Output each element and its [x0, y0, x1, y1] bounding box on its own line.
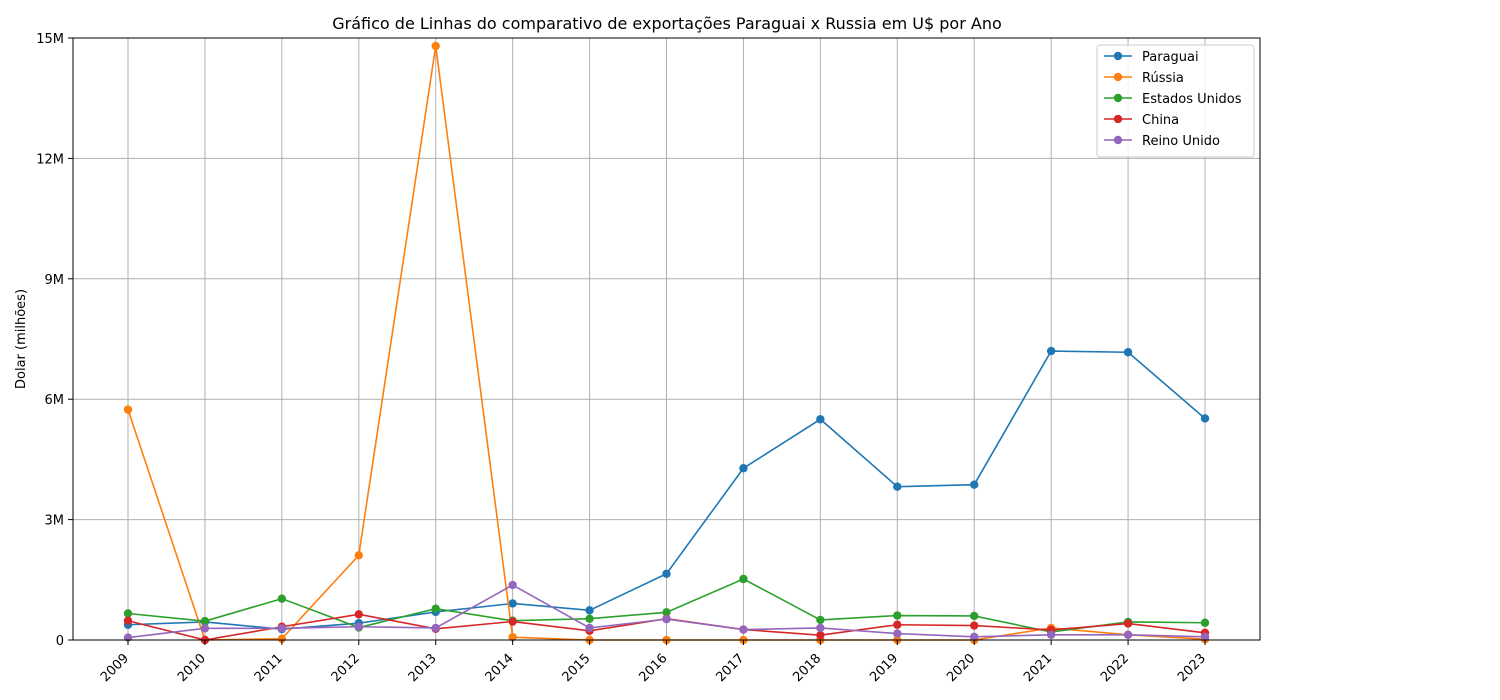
- axes: 2009 2010 2011 2012 2013 2014 2015 2016 2017 2018…: [36, 32, 1209, 685]
- x-tick-label: 2023: [1175, 651, 1209, 685]
- legend-box: [1096, 44, 1255, 158]
- data-point: [508, 617, 517, 626]
- data-point: [585, 614, 594, 623]
- data-point: [277, 594, 287, 603]
- x-tick-label: 2009: [98, 651, 132, 685]
- data-point: [816, 623, 825, 633]
- data-point: [508, 580, 517, 590]
- legend-marker: [1113, 135, 1123, 145]
- data-point: [200, 616, 210, 626]
- data-point: [431, 623, 440, 633]
- data-point: [1123, 348, 1133, 357]
- data-point: [354, 610, 363, 619]
- data-point: [585, 606, 594, 615]
- x-tick-label: 2016: [636, 651, 670, 685]
- data-point: [816, 630, 825, 640]
- chart-title: Gráfico de Linhas do comparativo de expo…: [332, 14, 1002, 33]
- legend-marker: [1113, 114, 1123, 124]
- data-point: [1200, 618, 1210, 627]
- x-tick-label: 2014: [483, 651, 517, 685]
- data-point: [662, 614, 671, 624]
- data-point: [970, 621, 979, 630]
- data-point: [123, 609, 133, 618]
- legend-label: Estados Unidos: [1142, 92, 1242, 107]
- data-point: [893, 629, 902, 638]
- x-tick-label: 2020: [944, 651, 978, 685]
- data-point: [970, 611, 979, 621]
- x-tick-label: 2022: [1098, 651, 1132, 685]
- x-tick-label: 2010: [175, 651, 209, 685]
- x-tick-label: 2021: [1021, 651, 1055, 685]
- data-point: [739, 625, 748, 634]
- data-point: [893, 611, 902, 620]
- data-point: [1200, 414, 1210, 423]
- y-tick-label: 12M: [36, 152, 64, 167]
- data-point: [1123, 619, 1133, 628]
- data-point: [1200, 632, 1210, 641]
- data-point: [123, 616, 133, 625]
- y-tick-label: 9M: [45, 273, 65, 288]
- x-tick-label: 2017: [713, 651, 747, 685]
- x-tick-label: 2019: [867, 651, 901, 685]
- data-point: [1123, 630, 1133, 639]
- data-point: [816, 615, 825, 625]
- data-point: [508, 599, 517, 608]
- legend-label: Rússia: [1142, 71, 1184, 86]
- data-point: [431, 604, 440, 613]
- data-point: [123, 405, 133, 414]
- x-tick-label: 2018: [790, 651, 824, 685]
- series-4: [123, 580, 1210, 642]
- data-point: [354, 622, 363, 631]
- data-point: [970, 480, 979, 489]
- data-point: [200, 624, 210, 633]
- data-point: [739, 464, 748, 473]
- data-point: [277, 634, 287, 643]
- x-tick-label: 2012: [329, 651, 363, 685]
- data-point: [277, 624, 287, 633]
- y-tick-label: 3M: [45, 514, 65, 529]
- data-point: [816, 415, 825, 424]
- y-tick-label: 6M: [45, 393, 65, 408]
- data-point: [1046, 346, 1056, 356]
- grid: [73, 37, 1260, 641]
- x-tick-label: 2015: [560, 651, 594, 685]
- legend: Paraguai Rússia Estados Unidos China Reino U…: [1096, 44, 1255, 158]
- data-point: [1046, 630, 1056, 639]
- x-tick-label: 2013: [406, 651, 440, 685]
- data-point: [354, 551, 363, 560]
- legend-marker: [1113, 51, 1123, 61]
- data-point: [662, 608, 671, 617]
- legend-marker: [1113, 72, 1123, 82]
- data-point: [662, 569, 671, 578]
- legend-label: Reino Unido: [1142, 134, 1220, 149]
- x-tick-label: 2011: [252, 651, 286, 685]
- y-tick-label: 15M: [36, 32, 64, 47]
- y-tick-label: 0: [56, 634, 64, 649]
- data-point: [431, 41, 440, 51]
- legend-label: Paraguai: [1142, 50, 1199, 65]
- data-point: [970, 632, 979, 641]
- data-point: [893, 620, 902, 629]
- data-point: [508, 632, 517, 642]
- data-point: [585, 623, 594, 633]
- data-point: [739, 574, 748, 584]
- data-point: [893, 482, 902, 491]
- legend-label: China: [1142, 113, 1179, 128]
- y-axis-label: Dolar (milhões): [14, 289, 29, 389]
- legend-marker: [1113, 93, 1123, 103]
